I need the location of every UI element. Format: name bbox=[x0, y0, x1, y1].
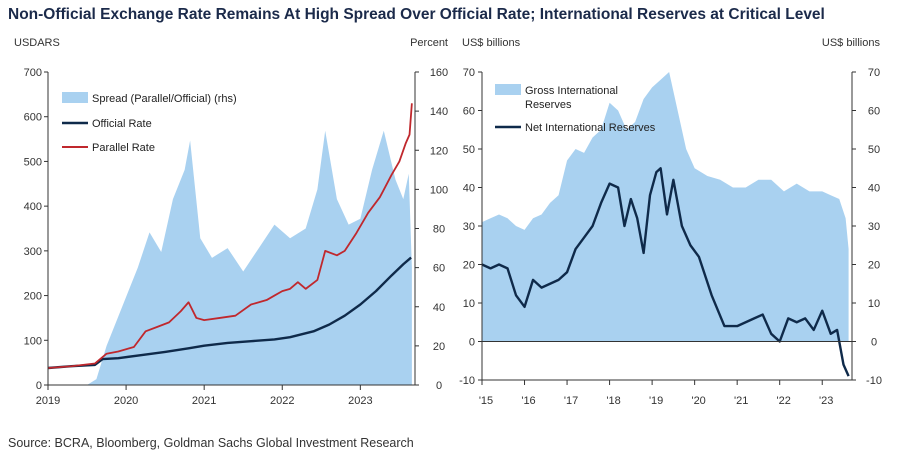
left-y-tick-label: 600 bbox=[24, 112, 42, 124]
left-chart-right-unit: Percent bbox=[410, 37, 448, 49]
left-y-tick-label: 70 bbox=[463, 67, 475, 79]
right-chart-left-unit: US$ billions bbox=[462, 37, 521, 49]
right-y-tick-label: 40 bbox=[868, 183, 880, 195]
left-y-tick-label: 700 bbox=[24, 67, 42, 79]
right-y-tick-label: 50 bbox=[868, 144, 880, 156]
left-y-tick-label: 100 bbox=[24, 335, 42, 347]
right-y-tick-label: -10 bbox=[866, 375, 882, 387]
left-y-tick-label: 10 bbox=[463, 298, 475, 310]
x-tick-label: '20 bbox=[691, 395, 705, 407]
left-y-tick-label: 60 bbox=[463, 106, 475, 118]
right-chart-plot bbox=[481, 72, 850, 377]
x-tick-label: 2023 bbox=[348, 395, 372, 407]
left-y-tick-label: 400 bbox=[24, 201, 42, 213]
right-y-tick-label: 120 bbox=[430, 145, 448, 157]
left-y-tick-label: 20 bbox=[463, 260, 475, 272]
right-y-tick-label: 160 bbox=[430, 67, 448, 79]
right-y-tick-label: 100 bbox=[430, 184, 448, 196]
spread-area bbox=[48, 130, 412, 385]
x-tick-label: 2021 bbox=[192, 395, 216, 407]
left-y-tick-label: 200 bbox=[24, 291, 42, 303]
legend-label-spread: Spread (Parallel/Official) (rhs) bbox=[92, 93, 237, 105]
right-y-tick-label: 140 bbox=[430, 106, 448, 118]
left-y-tick-label: -10 bbox=[459, 375, 475, 387]
x-tick-label: '22 bbox=[777, 395, 791, 407]
parallel-rate-line bbox=[47, 103, 413, 369]
x-tick-label: '19 bbox=[649, 395, 663, 407]
right-y-tick-label: 20 bbox=[868, 260, 880, 272]
x-tick-label: '16 bbox=[521, 395, 535, 407]
right-y-tick-label: 0 bbox=[871, 337, 877, 349]
legend-label-parallel: Parallel Rate bbox=[92, 142, 155, 154]
x-tick-label: 2020 bbox=[114, 395, 138, 407]
legend-label-gross: Gross International bbox=[525, 85, 618, 97]
left-y-tick-label: 50 bbox=[463, 144, 475, 156]
left-y-tick-label: 0 bbox=[469, 337, 475, 349]
legend-swatch-spread bbox=[62, 92, 88, 103]
right-chart-legend: Gross International Reserves Net Internati… bbox=[495, 84, 656, 134]
right-chart-right-unit: US$ billions bbox=[822, 37, 881, 49]
legend-label-gross-line2: Reserves bbox=[525, 99, 572, 111]
x-tick-label: 2019 bbox=[36, 395, 60, 407]
chart-title: Non-Official Exchange Rate Remains At Hi… bbox=[8, 6, 825, 23]
x-tick-label: '23 bbox=[819, 395, 833, 407]
legend-label-official: Official Rate bbox=[92, 118, 152, 130]
x-tick-label: '21 bbox=[734, 395, 748, 407]
right-y-tick-label: 60 bbox=[433, 263, 445, 275]
left-chart-axes: 0 100 200 300 400 500 600 700 0 20 40 60 80 100 120 140… bbox=[24, 67, 449, 407]
left-y-tick-label: 300 bbox=[24, 246, 42, 258]
right-y-tick-label: 60 bbox=[868, 106, 880, 118]
right-y-tick-label: 10 bbox=[868, 298, 880, 310]
x-tick-label: '18 bbox=[606, 395, 620, 407]
right-y-tick-label: 70 bbox=[868, 67, 880, 79]
x-tick-label: '17 bbox=[564, 395, 578, 407]
left-chart-left-unit: USDARS bbox=[14, 37, 60, 49]
legend-label-net: Net International Reserves bbox=[525, 122, 656, 134]
left-y-tick-label: 30 bbox=[463, 221, 475, 233]
x-tick-label: '15 bbox=[479, 395, 493, 407]
left-y-tick-label: 0 bbox=[36, 380, 42, 392]
net-reserves-line bbox=[481, 167, 850, 377]
left-chart-plot bbox=[47, 103, 413, 385]
right-chart-axes: -10 -10 0 0 10 10 20 20 30 30 40 40 50 50 60 60 70 70 '15 '… bbox=[459, 67, 882, 407]
right-y-tick-label: 80 bbox=[433, 224, 445, 236]
source-note: Source: BCRA, Bloomberg, Goldman Sachs G… bbox=[8, 436, 414, 450]
legend-swatch-gross bbox=[495, 84, 521, 95]
x-tick-label: 2022 bbox=[270, 395, 294, 407]
left-chart-legend: Spread (Parallel/Official) (rhs) Official… bbox=[62, 92, 237, 154]
left-y-tick-label: 40 bbox=[463, 183, 475, 195]
right-y-tick-label: 20 bbox=[433, 341, 445, 353]
right-y-tick-label: 40 bbox=[433, 302, 445, 314]
right-y-tick-label: 0 bbox=[436, 380, 442, 392]
official-rate-line bbox=[47, 256, 412, 370]
left-y-tick-label: 500 bbox=[24, 156, 42, 168]
right-y-tick-label: 30 bbox=[868, 221, 880, 233]
